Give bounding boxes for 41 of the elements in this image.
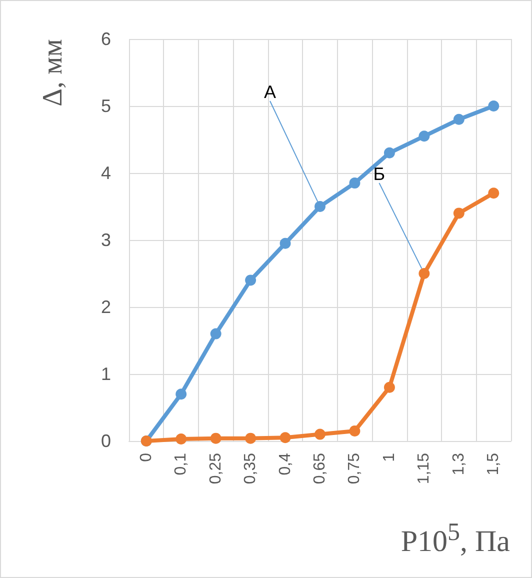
x-tick-label: 0 [138, 452, 155, 462]
point [176, 433, 187, 444]
point [349, 178, 360, 189]
point [314, 201, 326, 212]
point [245, 432, 256, 444]
x-tick-label: 1 [380, 452, 398, 462]
x-tick-label: 0,25 [207, 452, 224, 484]
point [245, 274, 256, 286]
point [210, 328, 222, 340]
point [453, 208, 464, 219]
x-tick-label: 1,3 [450, 452, 468, 476]
point [384, 382, 395, 393]
y-tick-label: 3 [100, 230, 111, 250]
x-tick-label: 0,35 [242, 452, 260, 484]
x-tick-label: 0,4 [276, 452, 294, 476]
x-tick-label: 0,1 [172, 452, 190, 476]
point [280, 432, 291, 444]
y-tick-label: 1 [100, 364, 111, 384]
point [349, 425, 360, 436]
text: Б [373, 164, 386, 184]
x-tick-label: 1,5 [485, 452, 502, 476]
point [384, 147, 395, 158]
y-tick-label: 6 [100, 29, 111, 49]
x-tick-label: 0,65 [312, 452, 328, 484]
y-tick-label: 4 [100, 163, 111, 183]
point [176, 388, 187, 400]
y-tick-label: 2 [100, 297, 111, 317]
point [453, 114, 464, 125]
x-axis-title: P10$^{5}$, Па [400, 519, 510, 558]
point [418, 130, 430, 142]
x-tick-label: 1,15 [416, 452, 433, 484]
point [314, 428, 326, 440]
point [488, 188, 500, 199]
point [418, 268, 430, 279]
text: А [264, 82, 276, 102]
point [280, 238, 291, 249]
point [210, 432, 222, 444]
y-axis-title: Δ, мм [38, 38, 68, 106]
y-tick-label: 5 [100, 96, 111, 116]
point [488, 100, 500, 112]
x-tick-label: 0,75 [346, 452, 364, 484]
